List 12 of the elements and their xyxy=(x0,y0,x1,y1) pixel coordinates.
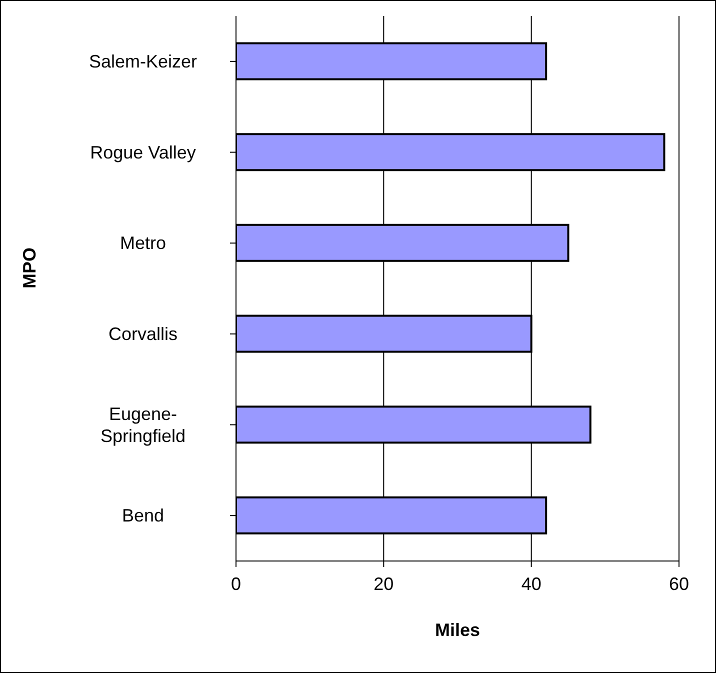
x-tick-label: 20 xyxy=(374,574,394,594)
y-axis-title: MPO xyxy=(19,247,40,288)
x-tick-label: 0 xyxy=(230,574,242,594)
y-tick-label: Metro xyxy=(120,233,166,254)
x-axis-title: Miles xyxy=(434,620,480,640)
x-tick-label: 60 xyxy=(668,574,690,594)
y-tick-label: Corvallis xyxy=(108,324,178,344)
y-tick-label: Salem-Keizer xyxy=(88,51,198,72)
x-tick-label: 40 xyxy=(521,574,542,594)
y-tick-label: Bend xyxy=(122,506,164,526)
y-tick-label: Rogue Valley xyxy=(90,142,196,162)
y-tick-label: Eugene-Springfield xyxy=(100,404,186,446)
